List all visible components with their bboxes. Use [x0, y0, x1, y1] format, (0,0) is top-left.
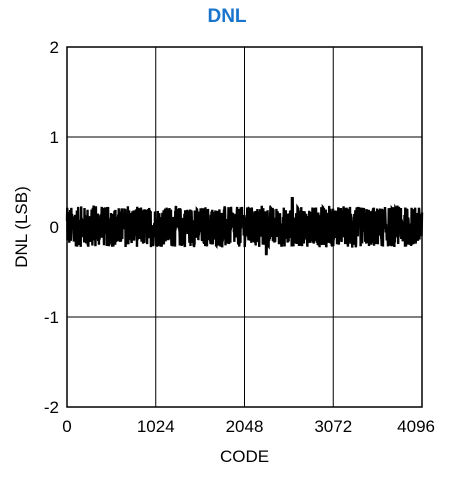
y-tick-label: -2	[44, 398, 59, 417]
x-tick-label: 0	[62, 417, 71, 436]
y-tick-label: -1	[44, 308, 59, 327]
y-tick-label: 1	[50, 128, 59, 147]
y-tick-label: 2	[50, 38, 59, 57]
dnl-series	[65, 197, 424, 256]
x-axis-label: CODE	[220, 447, 269, 466]
y-tick-labels: 2 1 0 -1 -2	[44, 38, 59, 417]
dnl-line	[65, 197, 424, 256]
x-tick-label: 4096	[397, 417, 435, 436]
x-tick-label: 3072	[314, 417, 352, 436]
y-tick-label: 0	[50, 218, 59, 237]
x-tick-label: 1024	[137, 417, 175, 436]
y-axis-label: DNL (LSB)	[12, 186, 31, 268]
x-tick-labels: 0 1024 2048 3072 4096	[62, 417, 435, 436]
plot-frame	[66, 46, 423, 408]
chart-title: DNL	[207, 6, 247, 27]
x-tick-label: 2048	[226, 417, 264, 436]
